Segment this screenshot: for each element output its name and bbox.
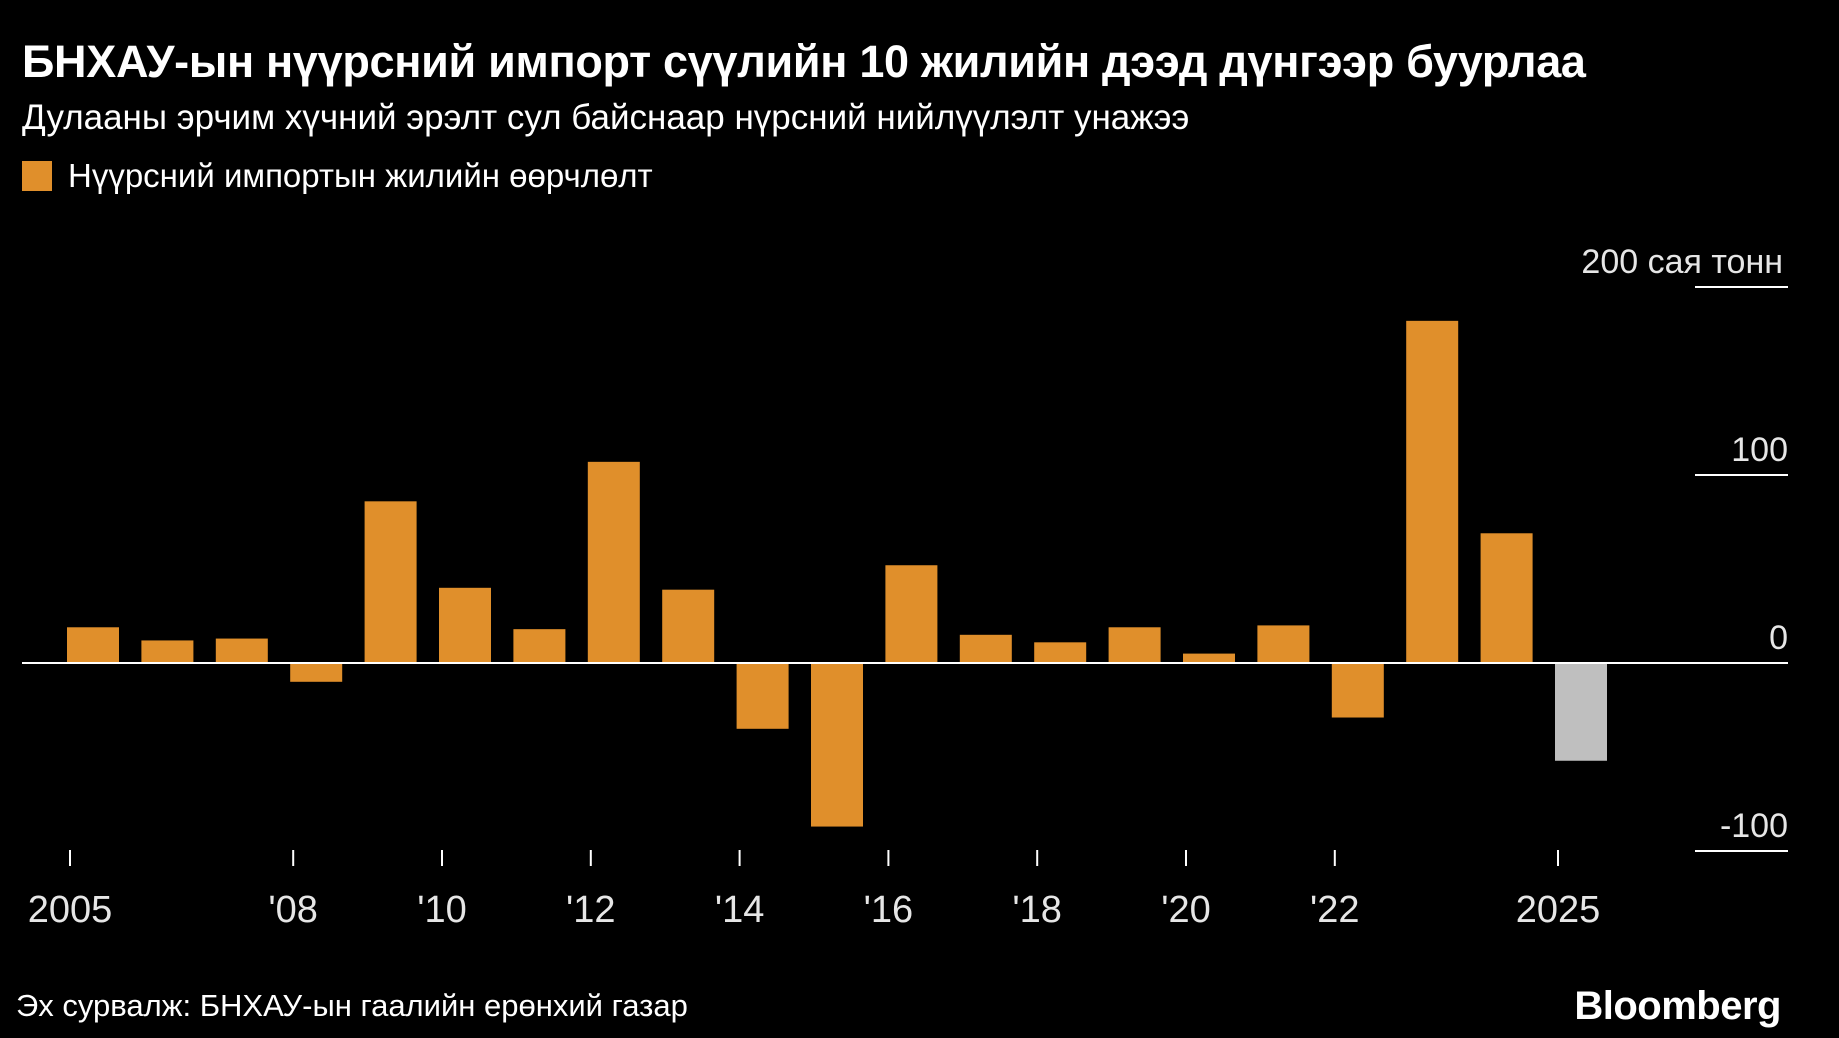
bar-2009 bbox=[364, 501, 417, 663]
bar-2005 bbox=[67, 627, 119, 663]
bar-2010 bbox=[439, 587, 491, 663]
bar-2018 bbox=[1034, 642, 1087, 663]
bar-2011 bbox=[513, 629, 566, 663]
x-tick-label-2016: '16 bbox=[864, 889, 914, 931]
bar-2008 bbox=[290, 663, 343, 682]
bar-2007 bbox=[215, 638, 268, 663]
source-note: Эх сурвалж: БНХАУ-ын гаалийн ерөнхий газ… bbox=[16, 988, 688, 1023]
x-tick-label-2018: '18 bbox=[1012, 889, 1062, 931]
x-tick-label-2008: '08 bbox=[268, 889, 318, 931]
legend: Нүүрсний импортын жилийн өөрчлөлт bbox=[22, 156, 653, 196]
bar-2025 bbox=[1555, 663, 1607, 761]
x-tick-label-2020: '20 bbox=[1161, 889, 1211, 931]
y-tick-label-0: 0 bbox=[1769, 619, 1788, 657]
bar-2023 bbox=[1406, 320, 1459, 663]
bar-2016 bbox=[885, 565, 938, 663]
y-tick-label--100: -100 bbox=[1720, 807, 1788, 845]
chart-title: БНХАУ-ын нүүрсний импорт сүүлийн 10 жили… bbox=[22, 36, 1586, 87]
bar-2017 bbox=[959, 634, 1012, 663]
x-tick-label-2014: '14 bbox=[715, 889, 765, 931]
bar-2019 bbox=[1108, 627, 1161, 663]
chart-subtitle: Дулааны эрчим хүчний эрэлт сул байснаар … bbox=[22, 98, 1190, 137]
bar-2024 bbox=[1480, 533, 1533, 663]
bar-2021 bbox=[1257, 625, 1310, 663]
bar-2006 bbox=[141, 640, 194, 663]
bar-2013 bbox=[662, 589, 715, 663]
bar-2012 bbox=[587, 461, 640, 663]
y-tick-label-200: 200 сая тонн bbox=[1581, 243, 1783, 281]
x-tick-label-2005: 2005 bbox=[28, 889, 113, 931]
bar-2022 bbox=[1331, 663, 1384, 718]
legend-label: Нүүрсний импортын жилийн өөрчлөлт bbox=[68, 157, 653, 194]
x-tick-label-2022: '22 bbox=[1310, 889, 1360, 931]
y-tick-label-100: 100 bbox=[1731, 431, 1788, 469]
x-tick-label-2010: '10 bbox=[417, 889, 467, 931]
bar-2014 bbox=[736, 663, 789, 729]
legend-swatch bbox=[22, 161, 52, 191]
bloomberg-logo: Bloomberg bbox=[1574, 984, 1781, 1028]
bar-2020 bbox=[1183, 653, 1235, 663]
x-tick-label-2012: '12 bbox=[566, 889, 616, 931]
x-tick-label-2025: 2025 bbox=[1516, 889, 1601, 931]
bar-2015 bbox=[811, 663, 863, 827]
